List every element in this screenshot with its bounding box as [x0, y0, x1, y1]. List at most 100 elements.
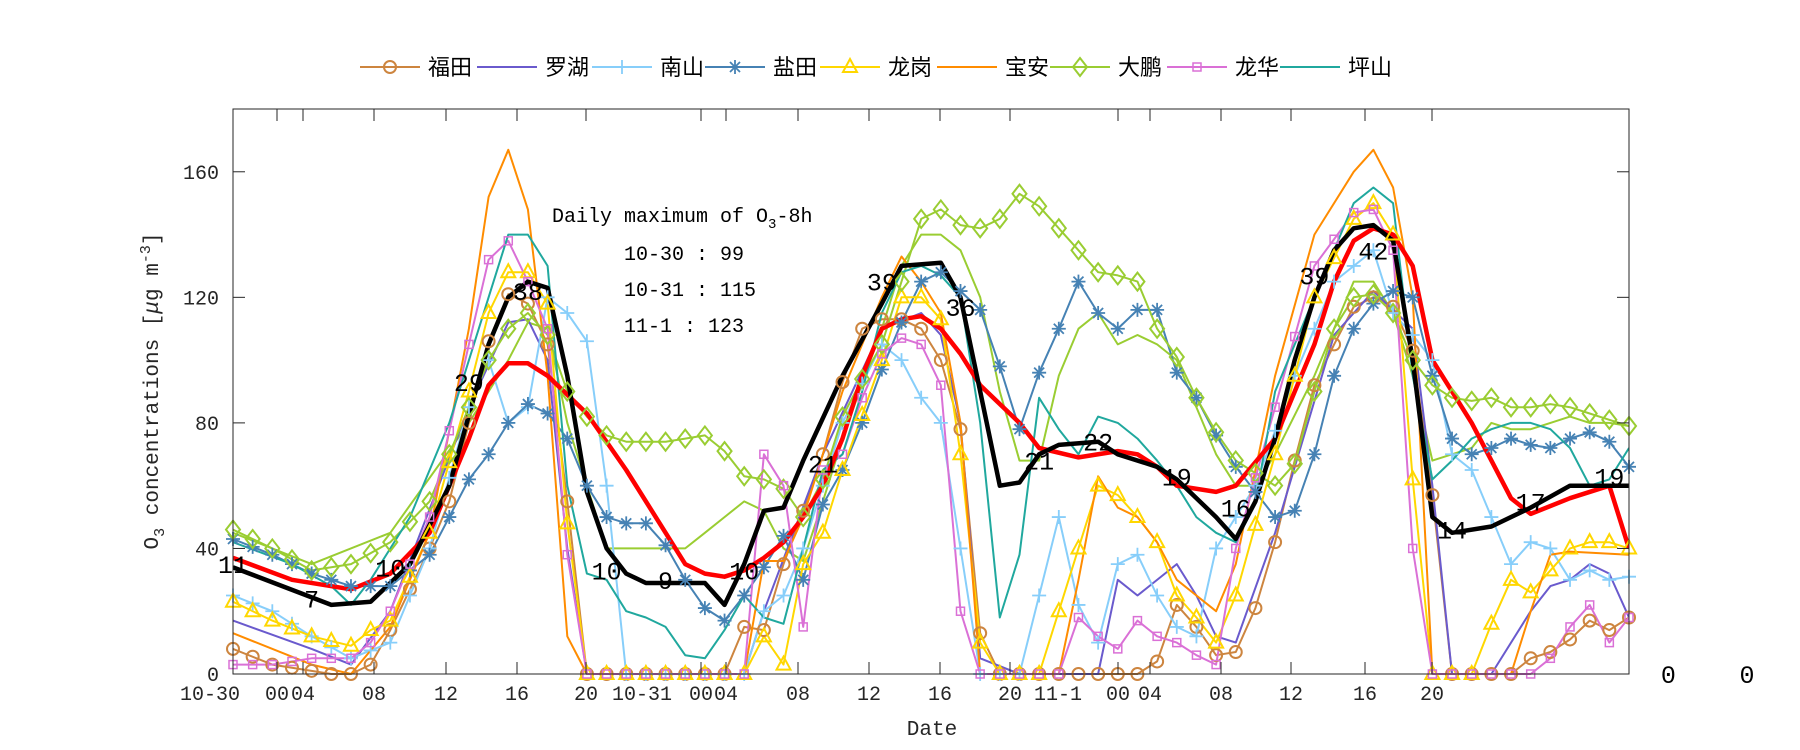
legend-label: 盐田	[773, 56, 817, 81]
circle-marker	[914, 321, 929, 336]
asterisk-marker	[324, 572, 339, 587]
asterisk-marker	[1268, 510, 1283, 525]
x-tick-label: 20	[998, 684, 1022, 707]
triangle-marker	[774, 654, 793, 671]
annotation-label: 22	[1083, 430, 1113, 459]
square-marker	[346, 653, 356, 664]
triangle-marker	[1050, 601, 1068, 618]
diamond-marker	[1070, 239, 1087, 261]
circle-marker	[1228, 645, 1243, 660]
square-marker	[818, 465, 828, 475]
asterisk-marker	[973, 302, 988, 317]
square-marker	[1192, 62, 1202, 72]
annotation-label: 21	[1024, 449, 1054, 478]
series-line-2-markers	[226, 243, 1636, 681]
plus-marker	[1032, 588, 1047, 603]
triangle-marker	[1541, 560, 1560, 577]
diamond-marker	[401, 511, 419, 533]
plus-marker	[953, 541, 968, 556]
triangle-marker	[1227, 585, 1245, 602]
legend-label: 罗湖	[545, 56, 589, 81]
thick-line-1	[233, 222, 1629, 608]
asterisk-marker	[1228, 459, 1243, 474]
diamond-marker	[283, 548, 301, 571]
plus-marker	[1051, 510, 1066, 525]
circle-marker	[835, 375, 850, 390]
triangle-marker	[1187, 607, 1206, 624]
asterisk-marker	[1209, 428, 1224, 443]
plus-marker	[1425, 353, 1440, 368]
asterisk-marker	[638, 516, 653, 531]
annotation-label: 19	[1594, 464, 1624, 493]
y-tick-label: 120	[183, 288, 219, 311]
plus-marker	[1091, 635, 1106, 650]
textbox-line-1: 10-30 : 99	[624, 244, 744, 267]
diamond-marker	[1424, 374, 1441, 396]
asterisk-marker	[874, 362, 889, 377]
diamond-marker	[1148, 318, 1166, 340]
asterisk-marker	[1523, 437, 1538, 452]
square-marker	[896, 333, 907, 343]
diamond-marker	[303, 559, 320, 582]
x-tick-label: 12	[434, 684, 458, 707]
diamond-marker	[1207, 421, 1225, 443]
asterisk-marker	[658, 538, 673, 553]
annotation-label: 11	[218, 552, 248, 581]
diamond-marker	[1502, 396, 1520, 418]
plus-marker	[756, 604, 771, 619]
asterisk-marker	[284, 557, 299, 572]
square-marker	[1289, 331, 1300, 342]
plus-marker	[835, 415, 850, 430]
annotation-label: 17	[1516, 489, 1546, 518]
diamond-marker	[1542, 393, 1559, 415]
triangle-marker	[932, 309, 950, 326]
legend: 福田 罗湖 南山 盐田 龙岗 宝安 大鹏 龙华 坪山	[360, 56, 1392, 81]
triangle-marker	[1089, 475, 1107, 492]
legend-label: 龙华	[1235, 56, 1279, 81]
plus-marker	[1386, 306, 1401, 321]
triangle-marker	[1168, 585, 1186, 602]
diamond-marker	[1581, 402, 1598, 425]
asterisk-marker	[678, 572, 693, 587]
x-tick-label: 08	[362, 684, 386, 707]
plus-marker	[1602, 572, 1617, 587]
triangle-marker	[479, 302, 498, 320]
circle-marker	[796, 503, 811, 518]
plus-marker	[579, 334, 594, 349]
triangle-marker	[420, 522, 439, 539]
diamond-marker	[1030, 195, 1048, 217]
triangle-marker	[499, 262, 517, 279]
plus-marker	[615, 60, 629, 74]
asterisk-marker	[933, 265, 948, 280]
square-marker	[247, 659, 258, 670]
asterisk-marker	[737, 588, 752, 603]
circle-marker	[1602, 623, 1617, 638]
annotation-label: 0	[1798, 662, 1800, 691]
circle-marker	[265, 657, 280, 672]
asterisk-marker	[304, 566, 319, 581]
diamond-marker	[932, 198, 950, 221]
asterisk-marker	[1307, 447, 1322, 462]
x-tick-label: 00	[265, 684, 289, 707]
plus-marker	[1150, 588, 1165, 603]
plus-marker	[1169, 619, 1184, 634]
y-tick-label: 160	[183, 163, 219, 186]
asterisk-marker	[1464, 447, 1479, 462]
x-tick-label: 08	[1209, 684, 1233, 707]
square-marker	[287, 656, 297, 667]
diamond-marker	[696, 424, 714, 447]
triangle-marker	[1364, 193, 1383, 210]
square-marker	[326, 653, 337, 664]
annotations: 11 7 10 29 38 10 9 10 21 39 36 21 22 19 16 39 42 14 17 19 0 0…	[218, 238, 1800, 691]
circle-marker	[501, 287, 516, 302]
diamond-marker	[893, 271, 910, 293]
triangle-marker	[361, 619, 380, 637]
diamond-marker	[637, 431, 655, 453]
asterisk-marker	[1563, 431, 1578, 446]
plus-marker	[1268, 423, 1283, 438]
circle-marker	[953, 422, 968, 437]
diamond-marker	[421, 490, 438, 512]
diamond-marker	[952, 214, 969, 236]
asterisk-marker	[1602, 434, 1617, 449]
triangle-marker	[322, 630, 340, 648]
